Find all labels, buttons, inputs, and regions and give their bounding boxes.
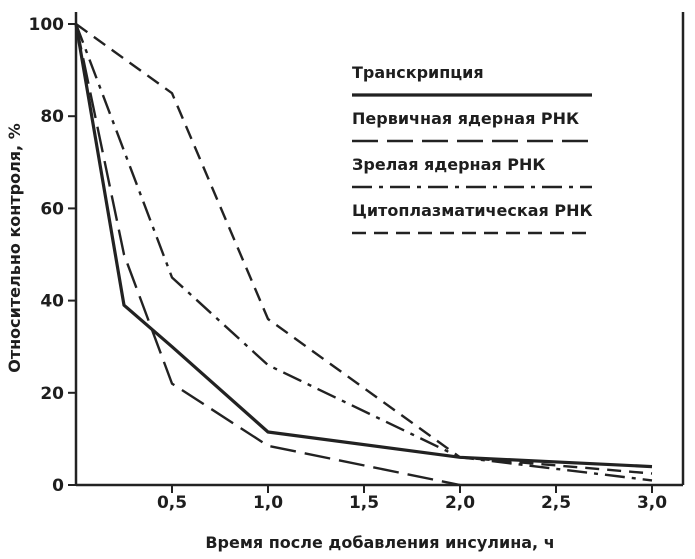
- legend: Транскрипция Первичная ядерная РНК Зрелая …: [352, 63, 593, 235]
- x-ticks: 0,5 1,0 1,5 2,0 2,5 3,0: [157, 485, 667, 513]
- y-tick-label: 0: [52, 476, 64, 496]
- legend-label: Транскрипция: [352, 63, 484, 82]
- series-line-1: [74, 23, 653, 469]
- x-tick-label: 1,5: [349, 493, 379, 513]
- y-tick-label: 60: [40, 199, 64, 219]
- y-ticks: 0 20 40 60 80 100: [29, 15, 76, 496]
- x-tick-label: 3,0: [637, 493, 667, 513]
- x-axis-title: Время после добавления инсулина, ч: [205, 533, 554, 552]
- y-axis-title: Относительно контроля, %: [5, 123, 24, 373]
- series-line-4: [75, 23, 653, 475]
- series-line-2: [74, 23, 461, 487]
- x-tick-label: 2,5: [541, 493, 571, 513]
- x-tick-label: 0,5: [157, 493, 187, 513]
- legend-label: Цитоплазматическая РНК: [352, 201, 593, 220]
- x-tick-label: 1,0: [253, 493, 283, 513]
- y-tick-label: 20: [40, 384, 64, 404]
- y-tick-label: 80: [40, 107, 64, 127]
- legend-label: Первичная ядерная РНК: [352, 109, 579, 128]
- y-tick-label: 40: [40, 292, 64, 312]
- series-line-3: [74, 23, 653, 482]
- axes: [74, 12, 685, 487]
- x-tick-label: 2,0: [445, 493, 475, 513]
- series-lines: [74, 23, 653, 487]
- legend-label: Зрелая ядерная РНК: [352, 155, 545, 174]
- y-tick-label: 100: [29, 15, 65, 35]
